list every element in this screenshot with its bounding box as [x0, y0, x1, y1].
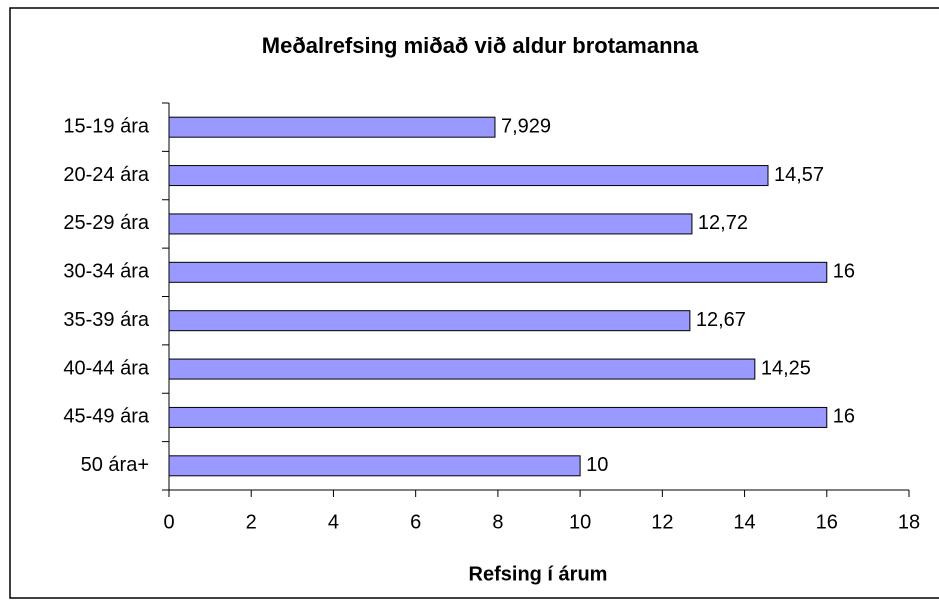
bar	[168, 406, 828, 428]
x-tick-label: 0	[163, 511, 174, 533]
y-tick-label: 30-34 ára	[63, 261, 149, 283]
data-label: 7,929	[501, 115, 551, 137]
y-tick-label: 20-24 ára	[63, 164, 149, 186]
x-tick-label: 14	[733, 511, 755, 533]
data-label: 14,25	[761, 357, 811, 379]
x-tick-label: 8	[492, 511, 503, 533]
y-tick-label: 45-49 ára	[63, 406, 149, 428]
data-label: 16	[833, 261, 855, 283]
x-axis-label: Refsing í árum	[469, 563, 608, 585]
y-tick-label: 40-44 ára	[63, 357, 149, 379]
x-tick-label: 18	[898, 511, 920, 533]
bar	[168, 310, 691, 332]
data-label: 10	[586, 454, 608, 476]
bar	[168, 455, 581, 477]
y-tick-label: 35-39 ára	[63, 309, 149, 331]
x-tick-label: 2	[246, 511, 257, 533]
x-tick-label: 12	[651, 511, 673, 533]
data-label: 12,67	[696, 309, 746, 331]
y-tick-label: 50 ára+	[81, 454, 149, 476]
bar	[168, 165, 769, 187]
bar	[168, 261, 828, 283]
data-label: 14,57	[774, 164, 824, 186]
bar	[168, 116, 496, 138]
y-tick-label: 25-29 ára	[63, 212, 149, 234]
x-tick-label: 16	[816, 511, 838, 533]
chart-title: Meðalrefsing miðað við aldur brotamanna	[262, 33, 699, 58]
data-label: 16	[833, 406, 855, 428]
y-tick-label: 15-19 ára	[63, 115, 149, 137]
x-tick-label: 10	[569, 511, 591, 533]
bar	[168, 358, 756, 380]
data-label: 12,72	[698, 212, 748, 234]
x-tick-label: 4	[328, 511, 339, 533]
x-tick-label: 6	[410, 511, 421, 533]
chart-border	[9, 7, 939, 599]
bar	[168, 213, 693, 235]
